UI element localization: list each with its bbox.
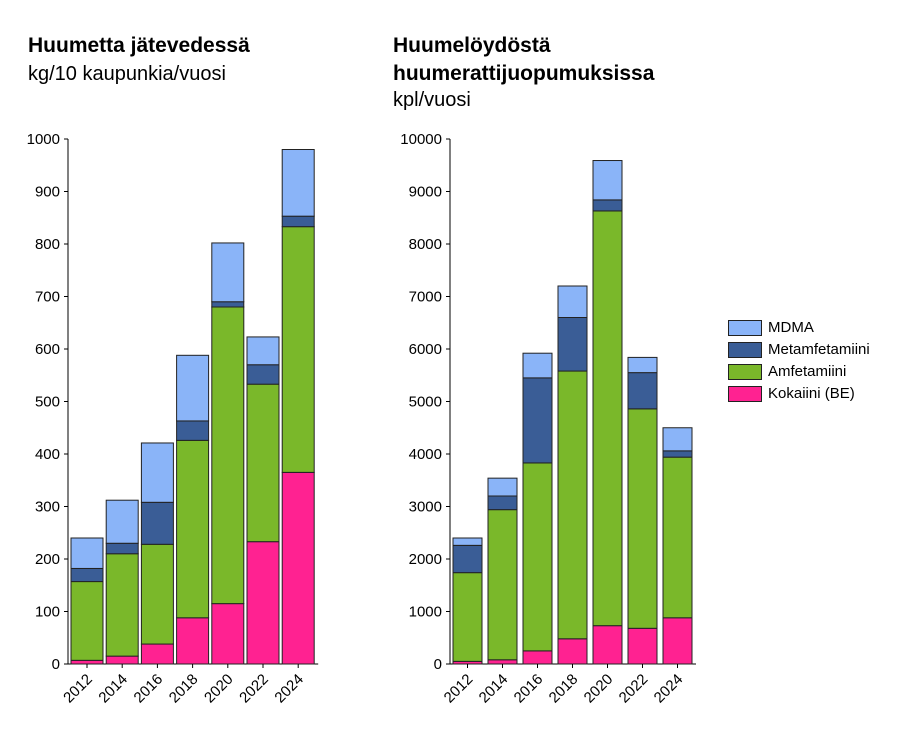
chart-2-y-tick-label: 4000	[409, 446, 442, 463]
legend-swatch-mdma	[728, 320, 762, 336]
chart-1-title: Huumetta jätevedessä	[28, 34, 250, 57]
chart-1-bar-2020-kokaiini-be	[211, 603, 245, 665]
legend-label-mdma: MDMA	[768, 319, 814, 336]
chart-1-bar-2012-amfetamiini	[70, 581, 104, 661]
chart-1-bar-2016-amfetamiini	[140, 543, 174, 645]
chart-2-x-tick-label: 2016	[511, 671, 547, 707]
chart-1-y-tick-label: 800	[35, 236, 60, 253]
chart-2-bar-2018-kokaiini-be	[557, 638, 588, 665]
chart-2-bar-2022-kokaiini-be	[627, 627, 658, 665]
chart-2-y-tick-label: 6000	[409, 341, 442, 358]
chart-1-bar-2012-mdma	[70, 537, 104, 569]
chart-2-bar-2020-amfetamiini	[592, 210, 623, 627]
chart-2-x-tick-label: 2024	[651, 671, 687, 707]
legend-swatch-amfetamiini	[728, 364, 762, 380]
chart-2-y-tick-label: 8000	[409, 236, 442, 253]
chart-1-bar-2024-kokaiini-be	[281, 471, 315, 665]
chart-2-bar-2016-kokaiini-be	[522, 650, 553, 665]
chart-1-y-tick-label: 900	[35, 184, 60, 201]
chart-2-bar-2020-mdma	[592, 160, 623, 201]
chart-1-bar-2024-mdma	[281, 149, 315, 217]
chart-2-bar-2012-metamfetamiini	[452, 544, 483, 574]
chart-2-bar-2016-mdma	[522, 352, 553, 379]
chart-1-bar-2022-mdma	[246, 336, 280, 366]
legend-label-amfetamiini: Amfetamiini	[768, 363, 847, 380]
chart-2-bar-2020-kokaiini-be	[592, 625, 623, 665]
chart-2-bar-2022-mdma	[627, 356, 658, 374]
chart-2-bar-2022-amfetamiini	[627, 408, 658, 629]
chart-2-subtitle: kpl/vuosi	[393, 89, 471, 111]
chart-1-bar-2020-mdma	[211, 242, 245, 303]
chart-2-title-line-2: huumerattijuopumuksissa	[393, 62, 655, 85]
chart-2-y-tick-label: 0	[434, 656, 442, 673]
chart-2-y-tick-label: 10000	[400, 131, 442, 148]
chart-1-y-tick-label: 0	[52, 656, 60, 673]
chart-1-bar-2016-mdma	[140, 442, 174, 503]
chart-1-y-tick-label: 300	[35, 499, 60, 516]
chart-2-bar-2024-amfetamiini	[662, 456, 693, 619]
chart-2-x-tick-label: 2022	[616, 671, 652, 707]
chart-2-bar-2024-mdma	[662, 427, 693, 452]
chart-2-title-line-1: Huumelöydöstä	[393, 34, 551, 57]
chart-2-bar-2022-metamfetamiini	[627, 372, 658, 410]
chart-1-y-tick-label: 600	[35, 341, 60, 358]
legend-swatch-kokaiini	[728, 386, 762, 402]
legend-label-metamfetamiini: Metamfetamiini	[768, 341, 870, 358]
chart-1-subtitle: kg/10 kaupunkia/vuosi	[28, 63, 226, 85]
chart-2-x-tick-label: 2020	[581, 671, 617, 707]
chart-2-bar-2014-kokaiini-be	[487, 659, 518, 665]
chart-2-x-tick-label: 2012	[441, 671, 477, 707]
chart-2-y-tick-label: 1000	[409, 604, 442, 621]
chart-2-bar-2012-amfetamiini	[452, 572, 483, 662]
chart-2-bar-2018-metamfetamiini	[557, 317, 588, 372]
chart-1-y-tick-label: 700	[35, 289, 60, 306]
chart-2-y-tick-label: 5000	[409, 394, 442, 411]
chart-2-bar-2016-metamfetamiini	[522, 377, 553, 464]
chart-1-bar-2018-amfetamiini	[176, 439, 210, 619]
chart-2-y-tick-label: 2000	[409, 551, 442, 568]
chart-2-bar-2024-kokaiini-be	[662, 617, 693, 665]
chart-2-x-tick-label: 2018	[546, 671, 582, 707]
chart-2-y-tick-label: 3000	[409, 499, 442, 516]
chart-2-bar-2014-amfetamiini	[487, 509, 518, 661]
chart-2-y-tick-label: 7000	[409, 289, 442, 306]
chart-2-bar-2020-metamfetamiini	[592, 199, 623, 212]
chart-2-bar-2024-metamfetamiini	[662, 450, 693, 458]
legend-swatch-metamfetamiini	[728, 342, 762, 358]
chart-2-y-tick-label: 9000	[409, 184, 442, 201]
chart-1-y-tick-label: 1000	[27, 131, 60, 148]
chart-1-bar-2020-amfetamiini	[211, 306, 245, 605]
chart-1-y-tick-label: 400	[35, 446, 60, 463]
chart-2-bar-2012-mdma	[452, 537, 483, 546]
chart-1-bar-2022-kokaiini-be	[246, 541, 280, 665]
legend-label-kokaiini: Kokaiini (BE)	[768, 385, 855, 402]
chart-2-bar-2018-amfetamiini	[557, 370, 588, 640]
chart-1-bar-2018-mdma	[176, 354, 210, 422]
chart-2-bar-2014-metamfetamiini	[487, 495, 518, 511]
chart-1-y-tick-label: 100	[35, 604, 60, 621]
chart-2-x-tick-label: 2014	[476, 671, 512, 707]
chart-2-bar-2014-mdma	[487, 477, 518, 497]
chart-1-bar-2016-metamfetamiini	[140, 501, 174, 545]
chart-2-bar-2018-mdma	[557, 285, 588, 318]
chart-2-bar-2016-amfetamiini	[522, 462, 553, 652]
chart-1-bar-2014-mdma	[105, 499, 139, 544]
chart-1-y-tick-label: 500	[35, 394, 60, 411]
chart-1-y-tick-label: 200	[35, 551, 60, 568]
chart-1-bar-2014-amfetamiini	[105, 553, 139, 657]
